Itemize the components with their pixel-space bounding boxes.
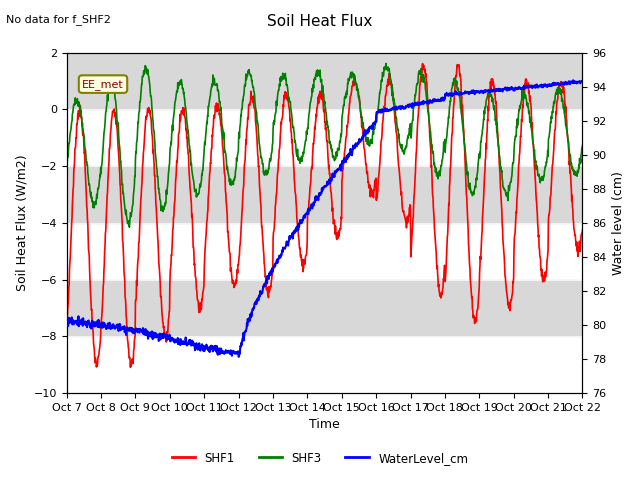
Text: No data for f_SHF2: No data for f_SHF2 [6, 14, 111, 25]
Legend: SHF1, SHF3, WaterLevel_cm: SHF1, SHF3, WaterLevel_cm [167, 447, 473, 469]
Y-axis label: Soil Heat Flux (W/m2): Soil Heat Flux (W/m2) [15, 155, 28, 291]
Bar [67, 166, 582, 223]
X-axis label: Time: Time [309, 419, 340, 432]
Text: EE_met: EE_met [82, 79, 124, 90]
Text: Soil Heat Flux: Soil Heat Flux [268, 14, 372, 29]
Bar [67, 53, 582, 109]
Y-axis label: Water level (cm): Water level (cm) [612, 171, 625, 275]
Bar [67, 280, 582, 336]
